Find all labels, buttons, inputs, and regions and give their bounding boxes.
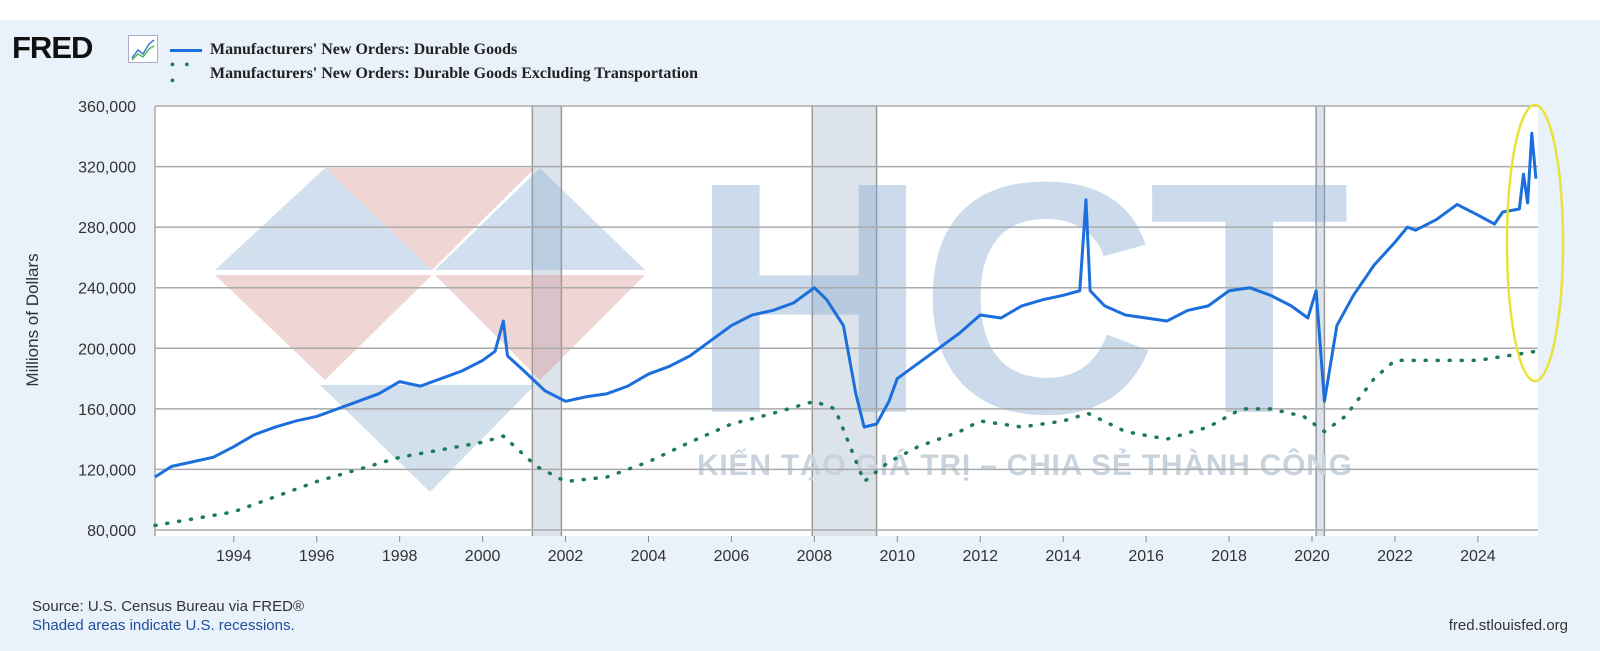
y-tick-label: 80,000 — [87, 523, 136, 540]
x-tick-label: 2024 — [1460, 548, 1496, 565]
y-tick-label: 120,000 — [78, 462, 136, 479]
recession-band — [1316, 106, 1325, 536]
watermark-diamond — [215, 275, 432, 380]
x-tick-label: 2016 — [1128, 548, 1164, 565]
x-tick-label: 2004 — [631, 548, 667, 565]
watermark-diamond — [215, 168, 432, 270]
series-line-durable-goods — [154, 131, 1538, 479]
x-tick-label: 1998 — [382, 548, 418, 565]
watermark-logo — [215, 168, 645, 492]
x-tick-label: 2000 — [465, 548, 501, 565]
source-note: Source: U.S. Census Bureau via FRED® — [32, 598, 304, 615]
highlight-annotation — [1505, 103, 1565, 383]
legend-label: Manufacturers' New Orders: Durable Goods — [210, 41, 518, 58]
x-tick-label: 2008 — [797, 548, 833, 565]
x-tick-label: 1996 — [299, 548, 335, 565]
y-tick-label: 360,000 — [78, 99, 136, 116]
x-tick-label: 2014 — [1045, 548, 1081, 565]
x-tick-label: 2002 — [548, 548, 584, 565]
legend: Manufacturers' New Orders: Durable Goods… — [170, 38, 699, 89]
dotted-line-swatch: • • • — [170, 58, 193, 89]
y-tick-label: 240,000 — [78, 281, 136, 298]
legend-item-ex-transport: • • • Manufacturers' New Orders: Durable … — [170, 58, 699, 89]
watermark-diamond — [320, 385, 535, 492]
y-tick-label: 280,000 — [78, 220, 136, 237]
series-line-ex-transport — [153, 349, 1538, 528]
watermark-diamond — [435, 168, 645, 270]
legend-label: Manufacturers' New Orders: Durable Goods… — [210, 65, 699, 82]
recession-band — [532, 106, 562, 536]
fred-logo[interactable]: FRED — [12, 30, 93, 65]
x-tick-label: 2012 — [962, 548, 998, 565]
recession-band — [812, 106, 877, 536]
recession-note[interactable]: Shaded areas indicate U.S. recessions. — [32, 617, 295, 634]
watermark-diamond — [325, 168, 535, 270]
watermark-diamond — [435, 275, 645, 380]
x-tick-label: 2006 — [714, 548, 750, 565]
legend-item-durable-goods: Manufacturers' New Orders: Durable Goods — [170, 38, 698, 62]
y-tick-label: 320,000 — [78, 160, 136, 177]
site-link[interactable]: fred.stlouisfed.org — [1448, 617, 1568, 634]
top-band — [0, 0, 1600, 20]
x-tick-label: 1994 — [216, 548, 252, 565]
y-tick-label: 200,000 — [78, 341, 136, 358]
y-axis-label: Millions of Dollars — [23, 253, 42, 386]
y-tick-label: 160,000 — [78, 402, 136, 419]
x-tick-label: 2020 — [1294, 548, 1330, 565]
x-tick-label: 2018 — [1211, 548, 1247, 565]
watermark-slogan: KIẾN TẠO GIÁ TRỊ – CHIA SẺ THÀNH CÔNG — [697, 448, 1352, 482]
chart-logo-icon — [128, 35, 158, 63]
x-tick-label: 2022 — [1377, 548, 1413, 565]
x-tick-label: 2010 — [880, 548, 916, 565]
solid-line-swatch — [170, 48, 202, 52]
